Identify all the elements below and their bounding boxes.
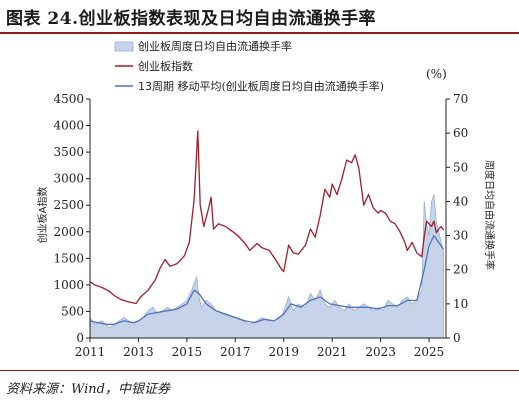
- right-tick-label: 60: [453, 126, 468, 140]
- legend: 创业板周度日均自由流通换手率 创业板指数 13周期 移动平均(创业板周度日均自由…: [114, 39, 384, 93]
- right-tick-label: 10: [453, 297, 468, 311]
- turnover-area-layer: [89, 194, 444, 339]
- left-tick-label: 1500: [53, 251, 84, 265]
- line-layer: [89, 130, 445, 325]
- x-tick-label: 2017: [220, 345, 251, 359]
- x-tick-label: 2023: [365, 345, 396, 359]
- series-line-index: [89, 130, 445, 305]
- right-tick-label: 50: [453, 160, 468, 174]
- source-note: 资料来源：Wind，中银证券: [6, 382, 170, 397]
- legend-swatch-turnover: [114, 41, 134, 52]
- left-tick-label: 2000: [53, 225, 84, 239]
- chart-svg: 0 500 1000 1500 2000 2500 3000 3500 4000 4500 0 10 2…: [36, 39, 496, 359]
- left-tick-label: 0: [76, 331, 84, 345]
- left-tick-label: 4500: [53, 92, 84, 106]
- left-tick-label: 500: [61, 304, 84, 318]
- title-divider: [0, 32, 519, 34]
- left-tick-label: 3500: [53, 145, 84, 159]
- footer-divider: [0, 370, 519, 371]
- x-tick-label: 2015: [172, 345, 203, 359]
- x-tick-label: 2019: [268, 345, 299, 359]
- right-tick-label: 40: [453, 194, 468, 208]
- left-tick-label: 1000: [53, 278, 84, 292]
- x-tick-label: 2021: [317, 345, 348, 359]
- x-tick-label: 2011: [75, 345, 106, 359]
- right-tick-label: 0: [453, 331, 461, 345]
- right-tick-label: 20: [453, 263, 468, 277]
- legend-label-index: 创业板指数: [138, 59, 193, 73]
- right-axis-title: 周度日均自由流通换手率: [483, 160, 496, 270]
- tick-label-layer: 0 500 1000 1500 2000 2500 3000 3500 4000 4500 0 10 2…: [53, 92, 468, 359]
- left-axis-title: 创业板A指数: [36, 187, 49, 244]
- right-tick-label: 70: [453, 92, 468, 106]
- left-tick-label: 4000: [53, 119, 84, 133]
- chart-title: 图表 24.创业板指数表现及日均自由流通换手率: [6, 9, 376, 29]
- x-tick-label: 2013: [123, 345, 154, 359]
- right-tick-label: 30: [453, 229, 468, 243]
- right-axis-unit: (%): [426, 67, 447, 81]
- left-tick-label: 2500: [53, 198, 84, 212]
- series-line-ma: [89, 234, 445, 325]
- legend-label-ma: 13周期 移动平均(创业板周度日均自由流通换手率): [138, 79, 384, 93]
- series-area-turnover: [89, 194, 444, 339]
- left-tick-label: 3000: [53, 172, 84, 186]
- x-tick-label: 2025: [414, 345, 445, 359]
- axes-layer: [89, 99, 447, 339]
- legend-label-turnover: 创业板周度日均自由流通换手率: [138, 39, 292, 53]
